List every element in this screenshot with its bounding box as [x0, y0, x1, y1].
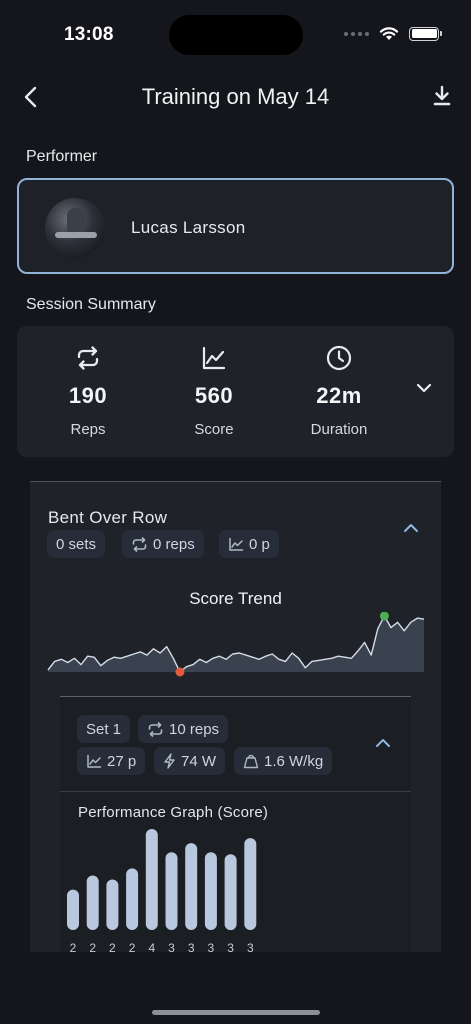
points-chip-label: 0 p: [249, 535, 270, 553]
performance-bar-label: 3: [168, 941, 175, 952]
performance-bar: [106, 879, 119, 930]
performance-bar-label: 4: [148, 941, 155, 952]
divider: [60, 696, 411, 697]
divider: [60, 791, 411, 792]
performance-bar-chart: 2 2 2 2 4 3 3 3 3 3: [67, 829, 257, 952]
set-chip: Set 1: [77, 715, 131, 743]
stat-label: Score: [194, 421, 234, 438]
stat-reps: 190 Reps: [33, 344, 143, 438]
set-chip-label: Set 1: [86, 720, 122, 738]
score-trend-chart: [47, 612, 425, 677]
page-title: Training on May 14: [141, 84, 330, 109]
performance-bar-label: 2: [70, 941, 77, 952]
stat-value: 560: [194, 383, 234, 408]
performance-bar: [244, 838, 257, 930]
set-power-chip: 74 W: [154, 747, 226, 775]
stat-duration: 22m Duration: [284, 344, 394, 438]
performer-section-label: Performer: [26, 148, 98, 165]
set-power-per-kg-chip-label: 1.6 W/kg: [264, 752, 324, 770]
stat-label: Duration: [310, 421, 368, 438]
repeat-icon: [77, 346, 99, 370]
max-score-marker: [379, 612, 389, 621]
score-trend-area: [48, 616, 424, 672]
reps-chip: 0 reps: [122, 530, 204, 558]
lightning-icon: [164, 753, 175, 769]
performance-bar: [185, 843, 198, 930]
home-indicator: [152, 1010, 320, 1015]
download-button[interactable]: [431, 84, 453, 108]
performance-bar: [86, 875, 99, 930]
clock-icon: [326, 345, 352, 371]
stat-value: 190: [68, 383, 108, 408]
summary-section-label: Session Summary: [26, 296, 156, 313]
stat-value: 22m: [316, 383, 362, 408]
trend-chart-icon: [202, 346, 226, 370]
score-trend-title: Score Trend: [189, 589, 282, 608]
trend-chart-icon: [87, 754, 102, 768]
set-points-chip: 27 p: [77, 747, 146, 775]
performance-bar-label: 2: [109, 941, 116, 952]
performance-bar: [204, 852, 217, 930]
performance-bar: [145, 829, 158, 930]
stat-score: 560 Score: [159, 344, 269, 438]
exercise-card: Bent Over Row 0 sets 0 reps 0 p Score Tr…: [30, 482, 441, 952]
back-button[interactable]: [20, 84, 44, 110]
performer-card[interactable]: Lucas Larsson: [17, 178, 454, 274]
exercise-title: Bent Over Row: [48, 508, 168, 527]
performance-bar: [224, 854, 237, 931]
expand-summary-button[interactable]: [416, 382, 432, 394]
status-time: 13:08: [64, 24, 114, 45]
performance-bar-label: 2: [89, 941, 96, 952]
performance-bar-label: 2: [129, 941, 136, 952]
performance-bar-label: 3: [188, 941, 195, 952]
sets-chip: 0 sets: [47, 530, 106, 558]
status-icons: [344, 26, 442, 41]
collapse-set-button[interactable]: [375, 737, 391, 749]
repeat-icon: [148, 721, 163, 737]
battery-icon: [409, 26, 442, 41]
set-reps-chip: 10 reps: [138, 715, 229, 743]
performance-bar-label: 3: [227, 941, 234, 952]
score-trend-line: [47, 615, 425, 673]
performance-bar-label: 3: [247, 941, 254, 952]
status-bar: 13:08: [0, 0, 471, 60]
repeat-icon: [132, 536, 147, 552]
points-chip: 0 p: [219, 530, 279, 558]
performance-graph-title: Performance Graph (Score): [78, 804, 269, 821]
performance-bar: [67, 889, 79, 930]
trend-chart-icon: [229, 537, 244, 551]
signal-dots-icon: [344, 31, 369, 36]
sets-chip-label: 0 sets: [56, 535, 97, 553]
navigation-bar: Training on May 14: [0, 76, 471, 120]
divider: [30, 481, 441, 482]
set-power-chip-label: 74 W: [181, 752, 217, 770]
dynamic-island: [169, 15, 303, 55]
weight-icon: [243, 754, 259, 769]
set-reps-chip-label: 10 reps: [169, 720, 220, 738]
reps-chip-label: 0 reps: [153, 535, 195, 553]
collapse-exercise-button[interactable]: [403, 522, 419, 534]
session-summary-card: 190 Reps 560 Score 22m Duration: [17, 326, 454, 457]
performance-bar-label: 3: [208, 941, 215, 952]
min-score-marker: [175, 667, 185, 677]
performer-name: Lucas Larsson: [131, 218, 246, 237]
set-power-per-kg-chip: 1.6 W/kg: [234, 747, 333, 775]
set-points-chip-label: 27 p: [107, 752, 137, 770]
avatar: [45, 198, 105, 258]
stat-label: Reps: [70, 421, 106, 438]
performance-bar: [126, 868, 139, 930]
wifi-icon: [379, 27, 399, 40]
set-card: Set 1 10 reps 27 p 74 W: [60, 697, 411, 952]
performance-bar: [165, 852, 178, 930]
